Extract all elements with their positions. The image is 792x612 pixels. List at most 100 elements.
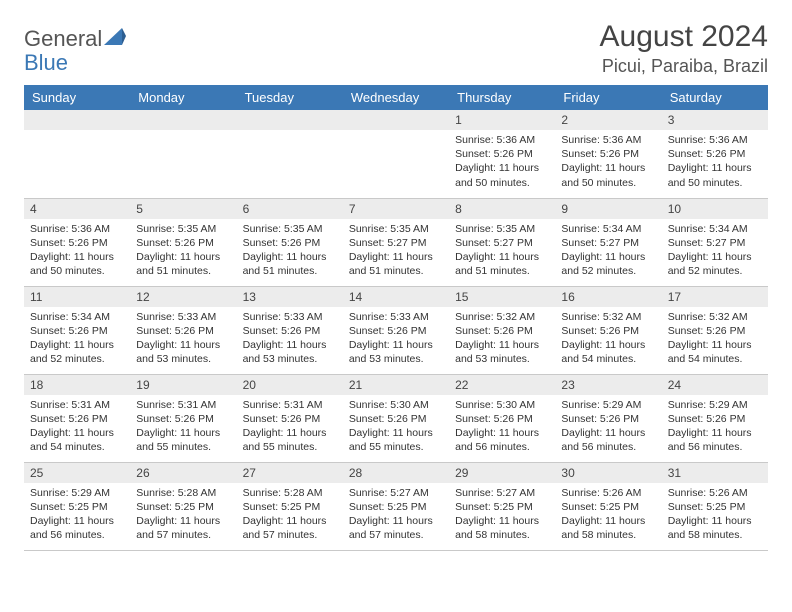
daylight-line: Daylight: 11 hours and 55 minutes.: [136, 427, 220, 453]
sunrise-line: Sunrise: 5:35 AM: [136, 223, 216, 235]
day-data: Sunrise: 5:34 AMSunset: 5:27 PMDaylight:…: [662, 219, 768, 284]
calendar-row: 11Sunrise: 5:34 AMSunset: 5:26 PMDayligh…: [24, 286, 768, 374]
calendar-cell: 17Sunrise: 5:32 AMSunset: 5:26 PMDayligh…: [662, 286, 768, 374]
sunset-line: Sunset: 5:26 PM: [455, 325, 533, 337]
sunset-line: Sunset: 5:26 PM: [668, 325, 746, 337]
day-number: 19: [130, 375, 236, 395]
day-number: 1: [449, 110, 555, 130]
daylight-line: Daylight: 11 hours and 52 minutes.: [30, 339, 114, 365]
sunrise-line: Sunrise: 5:32 AM: [668, 311, 748, 323]
sunset-line: Sunset: 5:26 PM: [668, 413, 746, 425]
sunset-line: Sunset: 5:26 PM: [455, 413, 533, 425]
sunset-line: Sunset: 5:26 PM: [136, 325, 214, 337]
daylight-line: Daylight: 11 hours and 54 minutes.: [561, 339, 645, 365]
day-data: Sunrise: 5:34 AMSunset: 5:27 PMDaylight:…: [555, 219, 661, 284]
day-data: Sunrise: 5:33 AMSunset: 5:26 PMDaylight:…: [130, 307, 236, 372]
calendar-cell: 12Sunrise: 5:33 AMSunset: 5:26 PMDayligh…: [130, 286, 236, 374]
calendar-cell: 4Sunrise: 5:36 AMSunset: 5:26 PMDaylight…: [24, 198, 130, 286]
sunrise-line: Sunrise: 5:30 AM: [349, 399, 429, 411]
day-number: 28: [343, 463, 449, 483]
calendar-row: 1 Sunrise: 5:36 AMSunset: 5:26 PMDaylight…: [24, 110, 768, 198]
sunrise-line: Sunrise: 5:34 AM: [30, 311, 110, 323]
calendar-cell: [343, 110, 449, 198]
sunset-line: Sunset: 5:25 PM: [30, 501, 108, 513]
day-number: 24: [662, 375, 768, 395]
sunrise-line: Sunrise: 5:28 AM: [136, 487, 216, 499]
day-data: Sunrise: 5:31 AMSunset: 5:26 PMDaylight:…: [237, 395, 343, 460]
calendar-body: 1Sunrise: 5:36 AMSunset: 5:26 PMDaylight…: [24, 110, 768, 550]
day-data: Sunrise: 5:29 AMSunset: 5:25 PMDaylight:…: [24, 483, 130, 548]
calendar-cell: [237, 110, 343, 198]
daylight-line: Daylight: 11 hours and 50 minutes.: [30, 251, 114, 277]
sunrise-line: Sunrise: 5:32 AM: [561, 311, 641, 323]
daylight-line: Daylight: 11 hours and 51 minutes.: [455, 251, 539, 277]
day-number: 27: [237, 463, 343, 483]
calendar-cell: 6Sunrise: 5:35 AMSunset: 5:26 PMDaylight…: [237, 198, 343, 286]
day-number: 12: [130, 287, 236, 307]
sunrise-line: Sunrise: 5:36 AM: [30, 223, 110, 235]
daylight-line: Daylight: 11 hours and 50 minutes.: [561, 162, 645, 188]
daylight-line: Daylight: 11 hours and 51 minutes.: [243, 251, 327, 277]
day-data: Sunrise: 5:32 AMSunset: 5:26 PMDaylight:…: [555, 307, 661, 372]
day-number: 23: [555, 375, 661, 395]
day-data: Sunrise: 5:36 AMSunset: 5:26 PMDaylight:…: [662, 130, 768, 195]
sunset-line: Sunset: 5:26 PM: [243, 413, 321, 425]
sunset-line: Sunset: 5:27 PM: [561, 237, 639, 249]
day-number: 5: [130, 199, 236, 219]
sunset-line: Sunset: 5:26 PM: [30, 413, 108, 425]
day-data: Sunrise: 5:28 AMSunset: 5:25 PMDaylight:…: [130, 483, 236, 548]
day-data: Sunrise: 5:30 AMSunset: 5:26 PMDaylight:…: [449, 395, 555, 460]
calendar-cell: 11Sunrise: 5:34 AMSunset: 5:26 PMDayligh…: [24, 286, 130, 374]
sunset-line: Sunset: 5:25 PM: [668, 501, 746, 513]
sunrise-line: Sunrise: 5:27 AM: [349, 487, 429, 499]
calendar-cell: 26Sunrise: 5:28 AMSunset: 5:25 PMDayligh…: [130, 462, 236, 550]
calendar-cell: 30Sunrise: 5:26 AMSunset: 5:25 PMDayligh…: [555, 462, 661, 550]
daylight-line: Daylight: 11 hours and 52 minutes.: [668, 251, 752, 277]
day-number: [343, 110, 449, 130]
calendar-cell: 8Sunrise: 5:35 AMSunset: 5:27 PMDaylight…: [449, 198, 555, 286]
day-data: Sunrise: 5:31 AMSunset: 5:26 PMDaylight:…: [130, 395, 236, 460]
calendar-cell: 28Sunrise: 5:27 AMSunset: 5:25 PMDayligh…: [343, 462, 449, 550]
sunrise-line: Sunrise: 5:29 AM: [561, 399, 641, 411]
day-number: 15: [449, 287, 555, 307]
day-data: Sunrise: 5:26 AM Sunset: 5:25 PM Daylight:…: [555, 483, 661, 548]
sunset-line: Sunset: 5:26 PM: [243, 325, 321, 337]
sunrise-line: Sunrise: 5:29 AM: [30, 487, 110, 499]
daylight-line: Daylight: 11 hours and 56 minutes.: [455, 427, 539, 453]
day-data: Sunrise: 5:27 AMSunset: 5:25 PMDaylight:…: [343, 483, 449, 548]
calendar-cell: [24, 110, 130, 198]
day-data: Sunrise: 5:28 AMSunset: 5:25 PMDaylight:…: [237, 483, 343, 548]
day-number: 13: [237, 287, 343, 307]
day-number: 31: [662, 463, 768, 483]
calendar-cell: 27Sunrise: 5:28 AMSunset: 5:25 PMDayligh…: [237, 462, 343, 550]
sunset-line: Sunset: 5:27 PM: [668, 237, 746, 249]
calendar-cell: 7Sunrise: 5:35 AMSunset: 5:27 PMDaylight…: [343, 198, 449, 286]
sunset-line: Sunset: 5:27 PM: [349, 237, 427, 249]
sunset-line: Sunset: 5:26 PM: [668, 148, 746, 160]
sunrise-line: Sunrise: 5:33 AM: [243, 311, 323, 323]
sunset-line: Sunset: 5:26 PM: [136, 237, 214, 249]
day-number: 8: [449, 199, 555, 219]
day-number: 29: [449, 463, 555, 483]
sunset-line: Sunset: 5:26 PM: [243, 237, 321, 249]
sunrise-line: Sunrise: 5:26 AM: [561, 487, 641, 499]
sunrise-line: Sunrise: 5:27 AM: [455, 487, 535, 499]
daylight-line: Daylight: 11 hours and 52 minutes.: [561, 251, 645, 277]
day-data: Sunrise: 5:32 AMSunset: 5:26 PMDaylight:…: [449, 307, 555, 372]
calendar-cell: 14Sunrise: 5:33 AMSunset: 5:26 PMDayligh…: [343, 286, 449, 374]
sunset-line: Sunset: 5:25 PM: [561, 501, 639, 513]
day-number: 4: [24, 199, 130, 219]
title-block: August 2024 Picui, Paraiba, Brazil: [600, 20, 768, 77]
day-number: 22: [449, 375, 555, 395]
sunrise-line: Sunrise: 5:31 AM: [30, 399, 110, 411]
calendar-cell: 1Sunrise: 5:36 AMSunset: 5:26 PMDaylight…: [449, 110, 555, 198]
calendar-cell: [130, 110, 236, 198]
calendar-cell: 29Sunrise: 5:27 AMSunset: 5:25 PMDayligh…: [449, 462, 555, 550]
day-data: Sunrise: 5:33 AMSunset: 5:26 PMDaylight:…: [343, 307, 449, 372]
daylight-line: Daylight: 11 hours and 56 minutes.: [561, 427, 645, 453]
daylight-line: Daylight: 11 hours and 50 minutes.: [668, 162, 752, 188]
daylight-line: Daylight: 11 hours and 58 minutes.: [561, 515, 645, 541]
sunset-line: Sunset: 5:26 PM: [561, 413, 639, 425]
day-number: 3: [662, 110, 768, 130]
day-number: 18: [24, 375, 130, 395]
